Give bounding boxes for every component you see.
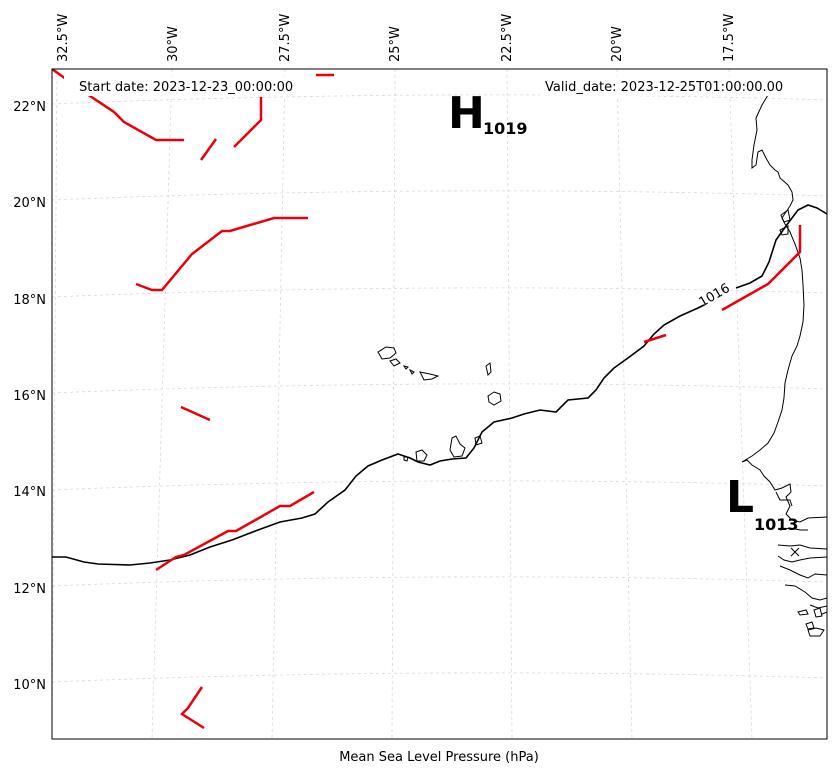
map-content: 1016 H 1019 L 1013 (52, 69, 827, 739)
gridline-lon-25 (391, 69, 396, 739)
gridline-lat-12 (52, 576, 827, 587)
island-fogo (415, 449, 428, 462)
isobar-1016 (52, 204, 827, 566)
gridline-lon-22-5 (506, 69, 513, 739)
lat-tick-22: 22°N (13, 100, 46, 115)
island-boa-vista (487, 391, 502, 406)
lat-tick-12: 12°N (13, 582, 46, 597)
front-south (180, 686, 205, 730)
africa-coastline (741, 94, 827, 523)
bijagos-island-2 (813, 607, 823, 618)
gridline-lat-22 (52, 94, 827, 105)
lon-tick-22-5: 22.5°W (500, 14, 515, 62)
island-santiago (449, 435, 466, 458)
cape-verde-islands (377, 346, 502, 462)
front-southwest (155, 490, 315, 572)
map-frame (51, 68, 828, 740)
bijagos-islands (797, 607, 825, 637)
gridline-lat-14 (52, 480, 827, 491)
map-caption: Mean Sea Level Pressure (hPa) (339, 750, 539, 765)
gridline-lon-17-5 (728, 69, 753, 739)
lon-tick-25: 25°W (388, 26, 403, 62)
bijagos-island-4 (807, 627, 825, 637)
start-date-label: Start date: 2023-12-23_00:00:00 (79, 80, 293, 95)
lon-tick-32-5: 32.5°W (56, 14, 71, 62)
lon-tick-30: 30°W (166, 26, 181, 62)
island-santa-luzia (402, 365, 415, 375)
gridline-lon-30 (151, 69, 173, 739)
station-marker-icon (790, 547, 800, 557)
front-short-2 (233, 97, 263, 148)
island-sao-vicente (389, 358, 401, 367)
lat-tick-14: 14°N (13, 485, 46, 500)
island-sao-nicolau (419, 371, 440, 381)
low-pressure-value: 1013 (754, 515, 799, 534)
gridline-lat-10 (52, 672, 827, 683)
lon-tick-27-5: 27.5°W (278, 14, 293, 62)
lon-tick-20: 20°W (610, 26, 625, 62)
senegal-coast (775, 491, 793, 507)
bijagos-island-1 (797, 609, 809, 616)
high-pressure-letter: H (448, 88, 485, 139)
island-santo-antao (377, 346, 397, 360)
gridline-lon-20 (616, 69, 633, 739)
front-west-mid (135, 216, 308, 292)
gambia-coast (777, 527, 827, 550)
start-date-backdrop (64, 76, 314, 96)
map-background (52, 69, 827, 739)
valid-date-backdrop (540, 76, 806, 96)
front-short-3 (180, 405, 211, 422)
parallel-gridlines (52, 94, 827, 683)
latitude-tick-labels: 22°N 20°N 18°N 16°N 14°N 12°N 10°N (13, 100, 46, 693)
lat-tick-20: 20°N (13, 196, 46, 211)
valid-date-label: Valid_date: 2023-12-25T01:00:00.00 (545, 80, 783, 95)
gridline-lon-27-5 (271, 69, 286, 739)
meridian-gridlines (52, 69, 753, 739)
gridline-lat-20 (52, 190, 827, 201)
front-short-4 (643, 333, 667, 344)
lat-tick-16: 16°N (13, 389, 46, 404)
gridline-lat-16 (52, 383, 827, 394)
low-pressure-letter: L (726, 472, 754, 523)
lon-tick-17-5: 17.5°W (722, 14, 737, 62)
gridline-lat-18 (52, 287, 827, 298)
lat-tick-18: 18°N (13, 293, 46, 308)
front-east (721, 225, 802, 312)
gridline-lon-32-5 (52, 69, 58, 739)
lat-tick-10: 10°N (13, 678, 46, 693)
longitude-tick-labels: 32.5°W 30°W 27.5°W 25°W 22.5°W 20°W 17.5… (56, 14, 737, 62)
high-pressure-value: 1019 (483, 119, 528, 138)
front-short-1 (199, 138, 218, 161)
guinea-bissau-coast (777, 555, 827, 601)
island-sal (485, 362, 492, 376)
